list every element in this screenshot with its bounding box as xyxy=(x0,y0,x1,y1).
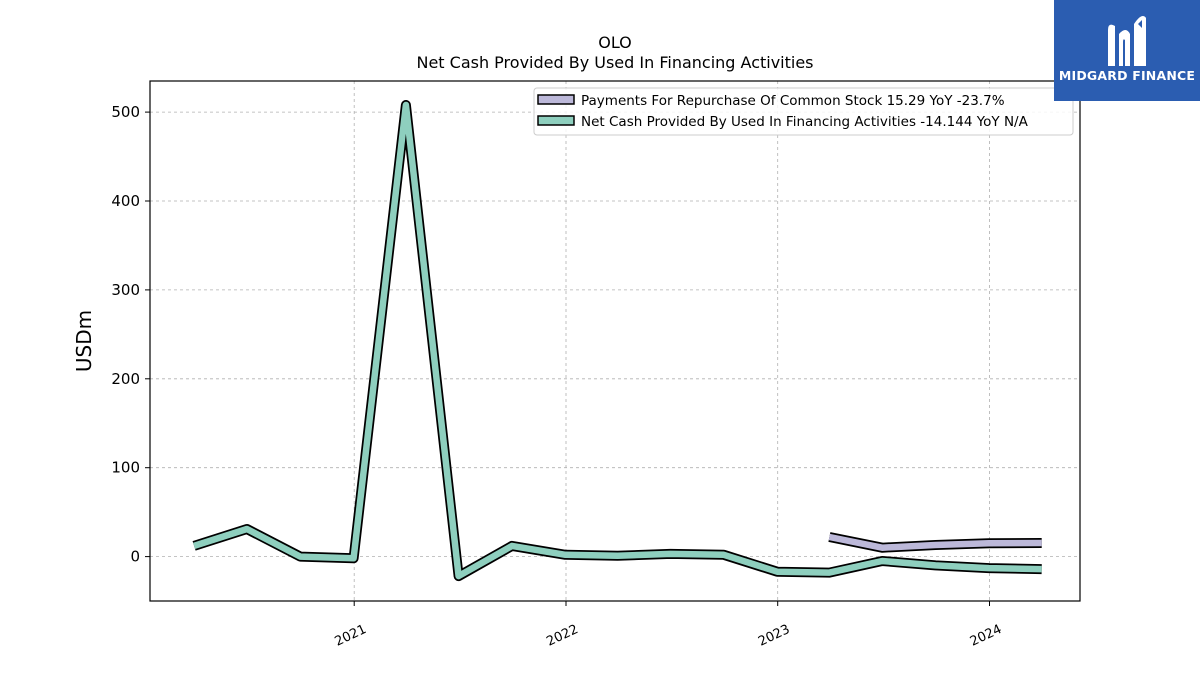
series-line-0 xyxy=(828,533,1042,551)
logo-text: MIDGARD FINANCE xyxy=(1058,68,1196,83)
y-tick-label: 200 xyxy=(111,370,140,388)
legend: Payments For Repurchase Of Common Stock … xyxy=(533,87,1074,136)
y-tick-label: 300 xyxy=(111,281,140,299)
x-tick-label: 2022 xyxy=(544,622,580,650)
legend-label-financing: Net Cash Provided By Used In Financing A… xyxy=(581,114,1029,130)
legend-swatch-repurchase xyxy=(537,94,575,105)
y-tick-label: 500 xyxy=(111,103,140,121)
x-tick-label: 2021 xyxy=(333,622,369,650)
chart-title: OLO xyxy=(598,33,632,52)
midgard-finance-logo: MIDGARD FINANCE xyxy=(1054,0,1200,101)
midgard-logo-icon xyxy=(1108,16,1146,67)
series-outline-1 xyxy=(192,100,1042,582)
series-layer xyxy=(192,100,1042,582)
y-tick-label: 100 xyxy=(111,459,140,477)
y-axis-label: USDm xyxy=(72,310,96,372)
legend-swatch-financing xyxy=(537,115,575,126)
grid-lines xyxy=(150,81,1080,601)
y-axis: 0 100 200 300 400 500 xyxy=(111,103,150,566)
x-tick-label: 2023 xyxy=(756,622,792,650)
y-tick-label: 0 xyxy=(130,548,140,566)
plot-frame xyxy=(149,80,1081,602)
x-tick-label: 2024 xyxy=(968,622,1004,650)
legend-label-repurchase: Payments For Repurchase Of Common Stock … xyxy=(581,93,1005,109)
legend-box xyxy=(533,87,1074,136)
y-tick-label: 400 xyxy=(111,192,140,210)
series-line-1 xyxy=(193,101,1042,580)
x-axis: 2021 2022 2023 2024 xyxy=(333,601,1004,650)
chart-subtitle: Net Cash Provided By Used In Financing A… xyxy=(416,53,813,72)
